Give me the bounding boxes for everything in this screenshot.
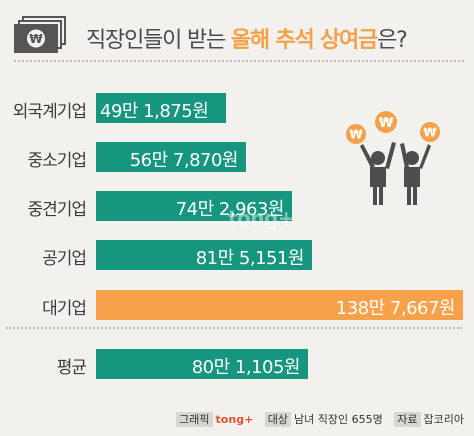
title-row: ₩ 직장인들이 받는 올해 추석 상여금은?: [14, 14, 464, 62]
title-divider: [14, 60, 464, 62]
source-value: 잡코리아: [423, 413, 464, 426]
bar: [96, 290, 463, 320]
category-label: 대기업: [42, 299, 87, 319]
category-label: 중소기업: [27, 151, 87, 171]
svg-text:₩: ₩: [379, 116, 394, 131]
target-tag: 대상: [264, 412, 292, 427]
data-label: 81만 5,151원: [195, 248, 305, 269]
bar: [96, 349, 308, 379]
graphic-value: tong+: [215, 413, 254, 426]
title-end: 은?: [377, 28, 408, 53]
bar: [96, 93, 226, 123]
data-label: 49만 1,875원: [100, 101, 209, 122]
chart-title: 직장인들이 받는 올해 추석 상여금은?: [86, 22, 408, 54]
bar: [96, 240, 312, 270]
category-label: 평균: [56, 358, 87, 378]
svg-text:₩: ₩: [29, 32, 43, 46]
title-main: 직장인들이 받는: [86, 28, 231, 53]
bar: [96, 191, 292, 221]
watermark-logo: tong+: [228, 206, 295, 230]
data-label: 74만 2,963원: [175, 199, 285, 220]
average-divider: [6, 327, 462, 329]
footer: 그래픽 tong+ 대상 남녀 직장인 655명 자료 잡코리아: [176, 411, 464, 427]
bar: [96, 142, 246, 172]
title-accent: 올해 추석 상여금: [230, 28, 378, 53]
source-tag: 자료: [394, 412, 421, 427]
target-value: 남녀 직장인 655명: [294, 413, 383, 426]
category-label: 공기업: [42, 249, 87, 269]
money-icon: ₩: [14, 16, 66, 53]
svg-text:₩: ₩: [349, 128, 363, 142]
data-label: 80만 1,105원: [191, 357, 301, 378]
category-label: 중견기업: [27, 200, 87, 220]
data-label: 138만 7,667원: [335, 298, 456, 319]
graphic-tag: 그래픽: [176, 412, 213, 427]
data-label: 56만 7,870원: [129, 150, 239, 171]
category-label: 외국계기업: [12, 102, 87, 122]
svg-text:₩: ₩: [423, 126, 437, 140]
people-cheering-icon: ₩ ₩ ₩: [346, 111, 440, 205]
